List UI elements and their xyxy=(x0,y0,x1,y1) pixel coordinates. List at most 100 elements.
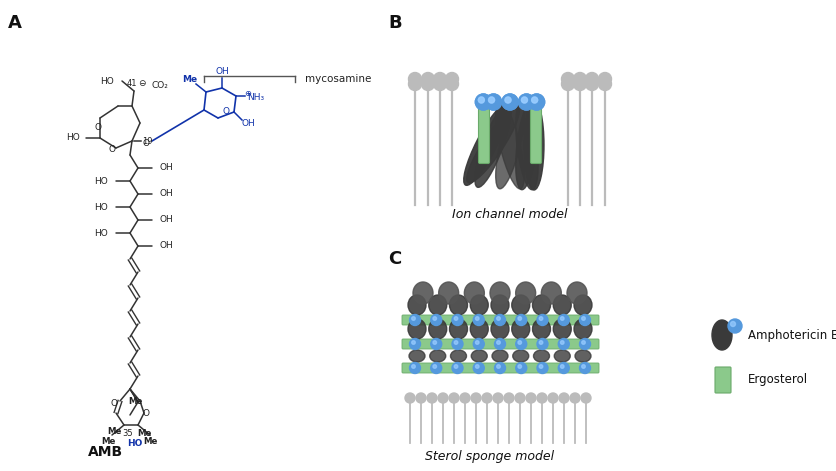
Circle shape xyxy=(473,363,484,374)
Circle shape xyxy=(486,94,502,110)
Text: CO₂: CO₂ xyxy=(152,81,169,90)
Ellipse shape xyxy=(450,295,467,315)
Circle shape xyxy=(518,365,522,368)
Ellipse shape xyxy=(524,100,544,190)
Text: HO: HO xyxy=(66,133,80,143)
Circle shape xyxy=(409,78,421,90)
Circle shape xyxy=(476,341,479,344)
FancyBboxPatch shape xyxy=(531,106,542,163)
Text: O: O xyxy=(222,107,230,116)
Circle shape xyxy=(409,73,421,86)
Ellipse shape xyxy=(475,103,511,187)
Circle shape xyxy=(562,78,574,90)
FancyBboxPatch shape xyxy=(402,315,599,325)
Circle shape xyxy=(505,97,511,103)
Circle shape xyxy=(410,315,421,325)
Circle shape xyxy=(518,94,534,110)
Text: AMB: AMB xyxy=(88,445,123,459)
Ellipse shape xyxy=(512,319,530,339)
Circle shape xyxy=(573,73,587,86)
Circle shape xyxy=(476,94,492,110)
Circle shape xyxy=(495,339,506,349)
Ellipse shape xyxy=(516,100,538,190)
Circle shape xyxy=(411,341,415,344)
Circle shape xyxy=(486,94,502,110)
Circle shape xyxy=(518,317,522,320)
Ellipse shape xyxy=(408,295,426,315)
Ellipse shape xyxy=(554,350,570,362)
Circle shape xyxy=(454,341,458,344)
Circle shape xyxy=(410,339,421,349)
Text: O: O xyxy=(142,138,150,147)
Circle shape xyxy=(560,365,564,368)
Text: C: C xyxy=(388,250,401,268)
Ellipse shape xyxy=(464,282,484,304)
Circle shape xyxy=(579,315,590,325)
Text: Sterol sponge model: Sterol sponge model xyxy=(426,450,554,463)
Circle shape xyxy=(452,315,463,325)
Circle shape xyxy=(411,317,415,320)
Ellipse shape xyxy=(516,100,538,190)
Text: O: O xyxy=(94,122,101,131)
Ellipse shape xyxy=(408,319,426,339)
Circle shape xyxy=(581,393,591,403)
Circle shape xyxy=(532,97,538,103)
Circle shape xyxy=(539,341,543,344)
Circle shape xyxy=(438,393,448,403)
Circle shape xyxy=(449,393,459,403)
Text: Ion channel model: Ion channel model xyxy=(452,208,568,221)
Ellipse shape xyxy=(553,319,571,339)
Circle shape xyxy=(573,78,587,90)
Text: OH: OH xyxy=(215,67,229,76)
Circle shape xyxy=(488,97,495,103)
Circle shape xyxy=(537,363,548,374)
Text: 35: 35 xyxy=(123,429,133,438)
Circle shape xyxy=(460,393,470,403)
Circle shape xyxy=(452,339,463,349)
Text: OH: OH xyxy=(160,189,174,198)
Circle shape xyxy=(410,363,421,374)
Ellipse shape xyxy=(472,350,487,362)
Circle shape xyxy=(582,317,585,320)
Circle shape xyxy=(488,97,495,103)
Ellipse shape xyxy=(533,350,549,362)
Circle shape xyxy=(585,78,599,90)
Circle shape xyxy=(476,317,479,320)
FancyBboxPatch shape xyxy=(402,339,599,349)
Text: NH₃: NH₃ xyxy=(247,94,264,103)
Circle shape xyxy=(599,78,611,90)
Text: Me: Me xyxy=(101,437,115,446)
FancyBboxPatch shape xyxy=(715,367,731,393)
Text: OH: OH xyxy=(160,216,174,225)
Circle shape xyxy=(518,341,522,344)
Text: HO: HO xyxy=(94,177,108,186)
Ellipse shape xyxy=(490,282,510,304)
Text: O: O xyxy=(109,146,115,154)
Text: Me: Me xyxy=(137,429,151,438)
Circle shape xyxy=(433,365,436,368)
Circle shape xyxy=(431,339,441,349)
Circle shape xyxy=(446,73,458,86)
Circle shape xyxy=(433,341,436,344)
Circle shape xyxy=(478,97,484,103)
Ellipse shape xyxy=(496,101,524,189)
Circle shape xyxy=(495,315,506,325)
Ellipse shape xyxy=(567,282,587,304)
Circle shape xyxy=(446,78,458,90)
Text: A: A xyxy=(8,14,22,32)
Circle shape xyxy=(473,315,484,325)
Circle shape xyxy=(528,94,544,110)
Circle shape xyxy=(532,97,538,103)
FancyBboxPatch shape xyxy=(478,106,490,163)
Circle shape xyxy=(471,393,481,403)
Ellipse shape xyxy=(553,295,571,315)
Circle shape xyxy=(731,322,736,326)
Circle shape xyxy=(497,341,500,344)
Circle shape xyxy=(579,339,590,349)
Circle shape xyxy=(537,315,548,325)
Circle shape xyxy=(582,341,585,344)
Ellipse shape xyxy=(512,350,528,362)
Text: ⊖: ⊖ xyxy=(138,79,145,88)
Circle shape xyxy=(515,393,525,403)
Text: B: B xyxy=(388,14,401,32)
